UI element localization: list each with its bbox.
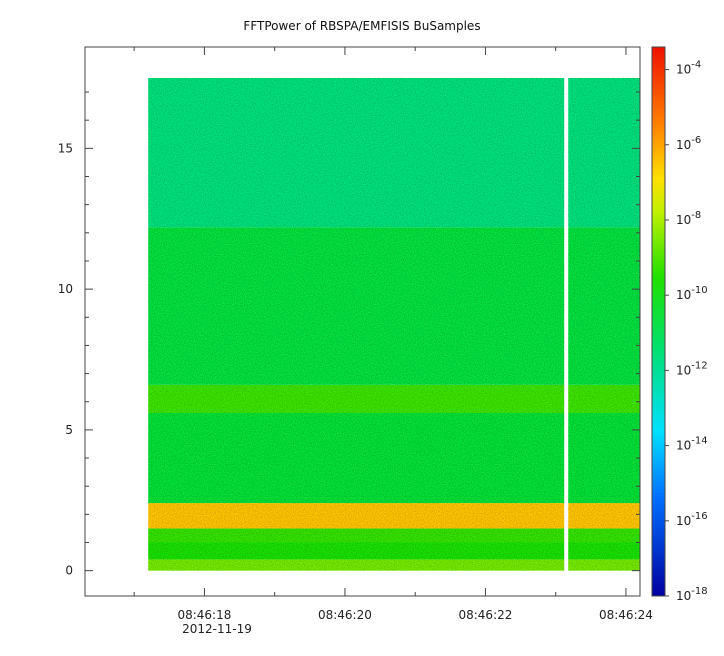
x-tick-label: 08:46:22 <box>458 608 512 622</box>
y-tick-label: 10 <box>58 282 73 296</box>
colorbar-tick-label: 10-10 <box>676 285 708 302</box>
spectrogram-bands <box>148 77 640 571</box>
colorbar-tick-label: 10-12 <box>676 360 708 377</box>
colorbar-gradient <box>651 46 666 597</box>
chart-title: FFTPower of RBSPA/EMFISIS BuSamples <box>243 19 480 33</box>
y-tick-label: 5 <box>65 423 73 437</box>
x-axis: 08:46:18 08:46:20 08:46:22 08:46:24 <box>133 47 653 622</box>
x-date-label: 2012-11-19 <box>182 622 252 636</box>
colorbar-tick-label: 10-8 <box>676 210 701 227</box>
spectrogram-band-4 <box>148 413 640 504</box>
x-tick-label: 08:46:20 <box>318 608 372 622</box>
spectrogram-band-3 <box>148 503 640 529</box>
x-tick-label: 08:46:18 <box>177 608 231 622</box>
colorbar: 10-4 10-6 10-8 10-10 10-12 10-14 10-16 10-18 <box>651 46 708 603</box>
colorbar-tick-label: 10-14 <box>676 436 708 453</box>
y-tick-label: 15 <box>58 141 73 155</box>
colorbar-tick-label: 10-6 <box>676 135 701 152</box>
colorbar-tick-label: 10-16 <box>676 511 708 528</box>
spectrogram-band-5 <box>148 384 640 413</box>
spectrogram-band-2 <box>148 528 640 543</box>
spectrogram-band-1 <box>148 542 640 560</box>
spectrogram-band-7 <box>148 77 640 228</box>
data-gap <box>564 76 569 572</box>
x-tick-label: 08:46:24 <box>599 608 653 622</box>
colorbar-tick-label: 10-18 <box>676 586 708 603</box>
colorbar-tick-label: 10-4 <box>676 60 701 77</box>
y-axis: 0 5 10 15 <box>58 91 640 578</box>
spectrogram-band-0 <box>148 559 640 571</box>
spectrogram-band-6 <box>148 227 640 385</box>
plot-frame <box>84 46 641 597</box>
y-tick-label: 0 <box>65 564 73 578</box>
plot-area <box>148 76 640 572</box>
